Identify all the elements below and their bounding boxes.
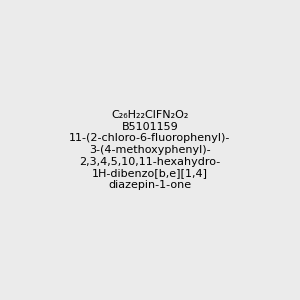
Text: C₂₆H₂₂ClFN₂O₂
B5101159
11-(2-chloro-6-fluorophenyl)-
3-(4-methoxyphenyl)-
2,3,4,: C₂₆H₂₂ClFN₂O₂ B5101159 11-(2-chloro-6-fl… [69,110,231,190]
